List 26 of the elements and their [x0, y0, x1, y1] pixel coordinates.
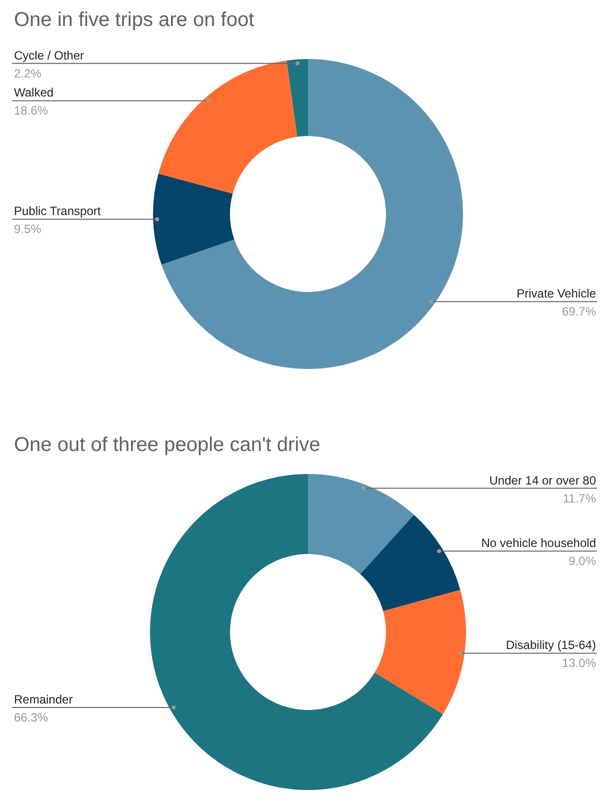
donut-slice [374, 590, 466, 714]
slice-label: Public Transport [14, 204, 102, 218]
donut-slice [158, 60, 298, 194]
slice-label: Cycle / Other [14, 48, 84, 62]
donut-slice [360, 514, 460, 612]
data-label: 69.7% [562, 304, 596, 319]
slice-label: Remainder [14, 692, 73, 706]
donut-slice [153, 174, 234, 265]
slice-label: Private Vehicle [516, 286, 596, 301]
chart-title: One in five trips are on foot [14, 9, 255, 31]
data-label: 66.3% [14, 710, 48, 724]
data-label: 11.7% [562, 491, 596, 506]
data-label: 13.0% [562, 656, 596, 670]
chart-title: One out of three people can't drive [14, 434, 320, 456]
data-label: 9.0% [568, 554, 596, 568]
slice-label: Walked [14, 86, 54, 100]
data-label: 18.6% [14, 104, 48, 118]
donut-slice [150, 474, 443, 790]
slice-label: Under 14 or over 80 [489, 473, 596, 488]
slice-label: Disability (15-64) [506, 638, 596, 652]
donut-slice [286, 59, 308, 137]
donut-slice [308, 474, 414, 574]
data-label: 2.2% [14, 66, 42, 80]
data-label: 9.5% [14, 222, 42, 236]
slice-label: No vehicle household [481, 536, 596, 550]
donut-slice [162, 59, 463, 369]
